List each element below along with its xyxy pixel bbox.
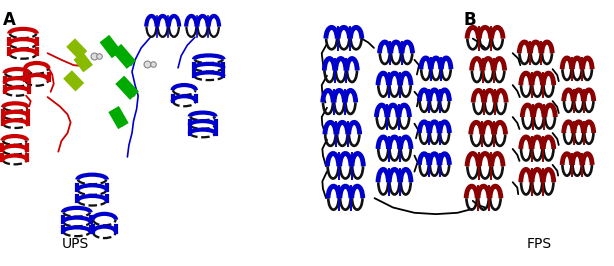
Text: FPS: FPS bbox=[526, 237, 551, 251]
Text: UPS: UPS bbox=[61, 237, 89, 251]
Text: B: B bbox=[464, 11, 476, 29]
Text: A: A bbox=[3, 11, 16, 29]
